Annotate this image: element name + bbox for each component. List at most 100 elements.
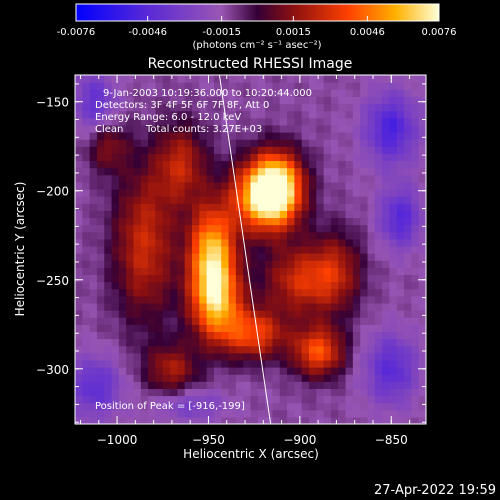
heatmap-cell bbox=[199, 338, 208, 347]
heatmap-cell bbox=[148, 89, 157, 97]
heatmap-cell bbox=[323, 345, 332, 354]
heatmap-cell bbox=[389, 117, 398, 126]
heatmap-cell bbox=[316, 388, 325, 397]
heatmap-cell bbox=[82, 238, 91, 247]
heatmap-cell bbox=[338, 310, 347, 318]
heatmap-cell bbox=[104, 338, 113, 347]
heatmap-cell bbox=[148, 395, 157, 404]
heatmap-cell bbox=[411, 82, 420, 90]
heatmap-cell bbox=[418, 146, 426, 154]
heatmap-cell bbox=[199, 174, 208, 183]
heatmap-cell bbox=[294, 260, 303, 268]
heatmap-cell bbox=[287, 367, 295, 375]
heatmap-cell bbox=[323, 388, 332, 397]
heatmap-cell bbox=[96, 117, 105, 126]
heatmap-cell bbox=[404, 245, 412, 254]
heatmap-cell bbox=[221, 139, 230, 147]
heatmap-cell bbox=[374, 245, 383, 254]
heatmap-cell bbox=[206, 139, 215, 147]
heatmap-cell bbox=[374, 331, 383, 340]
heatmap-cell bbox=[96, 317, 105, 325]
heatmap-cell bbox=[82, 352, 91, 361]
heatmap-cell bbox=[199, 374, 208, 382]
heatmap-cell bbox=[89, 131, 98, 140]
heatmap-cell bbox=[294, 381, 303, 389]
heatmap-cell bbox=[243, 203, 252, 211]
heatmap-cell bbox=[309, 359, 317, 368]
heatmap-cell bbox=[360, 153, 369, 162]
heatmap-cell bbox=[243, 196, 252, 204]
heatmap-cell bbox=[170, 402, 178, 411]
heatmap-cell bbox=[104, 196, 113, 204]
heatmap-cell bbox=[228, 381, 237, 389]
heatmap-cell bbox=[418, 288, 426, 297]
heatmap-cell bbox=[148, 253, 157, 261]
heatmap-cell bbox=[162, 395, 171, 404]
heatmap-cell bbox=[389, 103, 398, 112]
heatmap-cell bbox=[199, 281, 208, 290]
heatmap-cell bbox=[257, 217, 266, 226]
heatmap-cell bbox=[301, 367, 310, 375]
heatmap-cell bbox=[206, 310, 215, 318]
heatmap-cell bbox=[316, 96, 325, 105]
heatmap-cell bbox=[257, 317, 266, 325]
heatmap-cell bbox=[345, 331, 354, 340]
heatmap-cell bbox=[345, 359, 354, 368]
heatmap-cell bbox=[396, 317, 405, 325]
heatmap-cell bbox=[89, 238, 98, 247]
heatmap-cell bbox=[111, 352, 120, 361]
heatmap-cell bbox=[396, 345, 405, 354]
heatmap-cell bbox=[89, 217, 98, 226]
heatmap-cell bbox=[294, 82, 303, 90]
heatmap-cell bbox=[96, 359, 105, 368]
heatmap-cell bbox=[389, 416, 398, 424]
heatmap-cell bbox=[294, 310, 303, 318]
heatmap-cell bbox=[221, 103, 230, 112]
heatmap-cell bbox=[323, 367, 332, 375]
heatmap-cell bbox=[418, 103, 426, 112]
heatmap-cell bbox=[118, 181, 127, 190]
heatmap-cell bbox=[140, 188, 149, 197]
heatmap-cell bbox=[133, 124, 142, 133]
heatmap-cell bbox=[170, 174, 178, 183]
heatmap-cell bbox=[213, 310, 222, 318]
heatmap-cell bbox=[367, 402, 376, 411]
heatmap-cell bbox=[338, 416, 347, 424]
heatmap-cell bbox=[133, 181, 142, 190]
heatmap-cell bbox=[389, 139, 398, 147]
heatmap-cell bbox=[272, 402, 281, 411]
heatmap-cell bbox=[140, 260, 149, 268]
heatmap-cell bbox=[192, 253, 200, 261]
heatmap-cell bbox=[184, 210, 193, 219]
heatmap-cell bbox=[257, 224, 266, 233]
heatmap-cell bbox=[96, 188, 105, 197]
heatmap-cell bbox=[199, 317, 208, 325]
heatmap-cell bbox=[96, 352, 105, 361]
heatmap-cell bbox=[418, 167, 426, 176]
heatmap-cell bbox=[404, 253, 412, 261]
heatmap-cell bbox=[352, 317, 361, 325]
heatmap-cell bbox=[411, 274, 420, 283]
heatmap-cell bbox=[294, 395, 303, 404]
heatmap-cell bbox=[177, 153, 186, 162]
heatmap-cell bbox=[243, 345, 252, 354]
heatmap-cell bbox=[418, 131, 426, 140]
heatmap-cell bbox=[155, 338, 164, 347]
heatmap-cell bbox=[75, 374, 83, 382]
heatmap-cell bbox=[155, 274, 164, 283]
heatmap-cell bbox=[228, 416, 237, 424]
heatmap-cell bbox=[126, 238, 135, 247]
heatmap-cell bbox=[177, 345, 186, 354]
heatmap-cell bbox=[396, 231, 405, 240]
heatmap-cell bbox=[228, 302, 237, 311]
heatmap-cell bbox=[184, 359, 193, 368]
heatmap-cell bbox=[294, 174, 303, 183]
heatmap-cell bbox=[213, 238, 222, 247]
heatmap-cell bbox=[118, 82, 127, 90]
heatmap-cell bbox=[199, 217, 208, 226]
heatmap-cell bbox=[257, 117, 266, 126]
heatmap-cell bbox=[126, 310, 135, 318]
heatmap-cell bbox=[389, 146, 398, 154]
heatmap-cell bbox=[367, 245, 376, 254]
heatmap-cell bbox=[338, 338, 347, 347]
